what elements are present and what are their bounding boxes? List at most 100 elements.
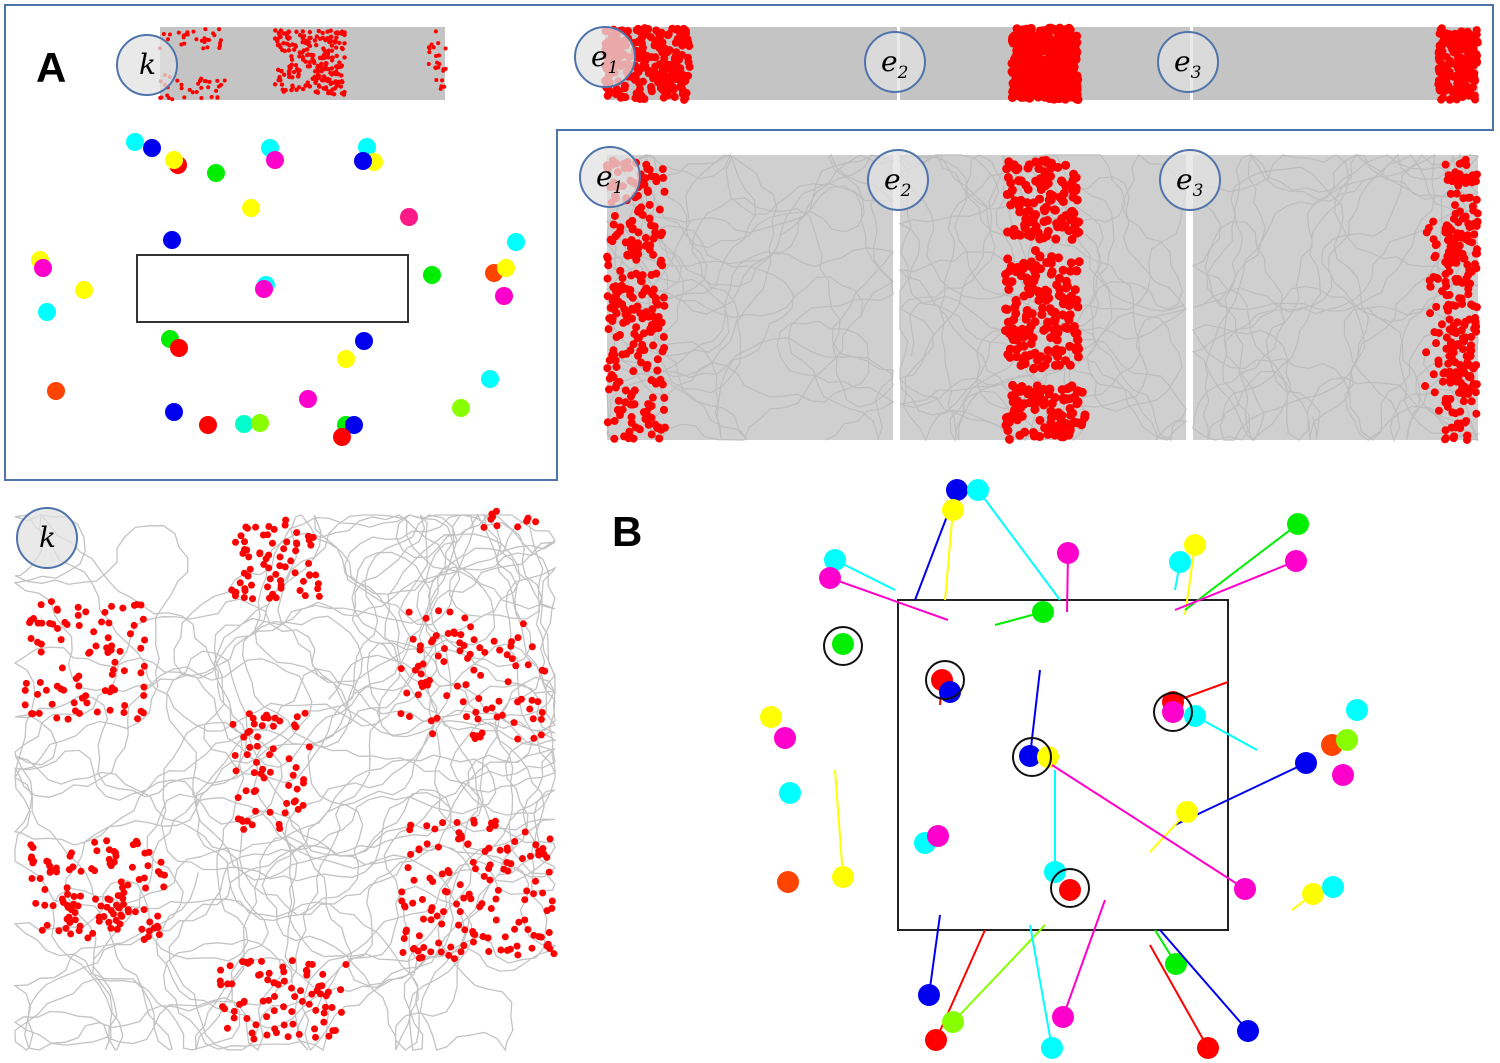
heading-line (1159, 929, 1249, 1032)
spike-dot (1011, 308, 1021, 318)
spike-dot (645, 200, 654, 209)
spike-dot (35, 709, 43, 717)
spike-dot (75, 927, 83, 935)
spike-dot (469, 731, 477, 739)
spike-dot (231, 751, 239, 759)
spike-dot (1029, 274, 1039, 284)
cue-marker (1159, 149, 1221, 211)
spike-dot (625, 219, 634, 228)
spike-dot (1431, 251, 1440, 260)
spike-dot (1451, 201, 1460, 210)
spike-dot (1449, 348, 1458, 357)
spike-dot (329, 43, 335, 48)
spike-dot (301, 57, 306, 62)
spike-dot (492, 916, 500, 924)
spike-dot (280, 545, 288, 553)
spike-dot (1462, 431, 1471, 440)
spike-dot (137, 644, 145, 652)
spike-dot (649, 74, 658, 83)
place-dot (165, 403, 183, 421)
spike-dot (296, 69, 301, 74)
spike-dot (1425, 276, 1434, 285)
spike-dot (329, 72, 335, 77)
spike-dot (36, 874, 44, 882)
spike-dot (104, 634, 112, 642)
heading-line (928, 914, 941, 996)
spike-dot (1050, 307, 1060, 317)
spike-dot (529, 715, 537, 723)
spike-dot (545, 868, 553, 876)
spike-dot (1026, 321, 1036, 331)
spike-dot (337, 40, 342, 46)
spike-dot (684, 71, 693, 80)
spike-dot (291, 569, 299, 577)
spike-dot (69, 863, 77, 871)
spike-dot (70, 900, 78, 908)
place-dot (126, 133, 144, 151)
spike-dot (155, 931, 163, 939)
spike-dot (1012, 345, 1022, 355)
spike-dot (1463, 260, 1472, 269)
spike-dot (312, 1006, 320, 1014)
spike-dot (453, 900, 461, 908)
spike-dot (415, 845, 423, 853)
spike-dot (323, 86, 329, 92)
spike-dot (627, 413, 636, 422)
spike-dot (1046, 69, 1056, 79)
spike-dot (274, 981, 282, 989)
spike-dot (312, 571, 320, 579)
spike-dot (496, 646, 504, 654)
spike-dot (248, 821, 256, 829)
heading-line (1184, 544, 1196, 616)
spike-dot (1061, 181, 1071, 191)
place-dot (1287, 513, 1309, 535)
spike-dot (460, 941, 468, 949)
place-dot (1302, 883, 1324, 905)
spike-dot (400, 935, 408, 943)
spike-dot (332, 86, 338, 91)
spike-dot (618, 274, 627, 283)
spike-dot (470, 819, 478, 827)
spike-dot (1472, 322, 1481, 331)
spike-dot (660, 393, 669, 402)
spike-dot (124, 908, 132, 916)
spike-dot (53, 868, 61, 876)
spike-dot (291, 69, 297, 75)
spike-dot (245, 553, 253, 561)
spike-dot (275, 820, 283, 828)
spike-dot (467, 895, 475, 903)
spike-dot (144, 862, 152, 870)
spike-dot (1446, 95, 1455, 104)
spike-dot (269, 745, 277, 753)
spike-dot (167, 32, 172, 37)
spike-dot (1037, 29, 1047, 39)
spike-dot (1453, 64, 1462, 73)
spike-dot (241, 587, 249, 595)
spike-dot (659, 93, 668, 102)
spike-dot (277, 75, 282, 80)
spike-dot (1037, 310, 1047, 320)
spike-dot (642, 160, 651, 169)
spike-dot (306, 52, 311, 57)
spike-dot (264, 714, 272, 722)
place-dot (1037, 746, 1059, 768)
spike-dot (286, 48, 292, 53)
place-dot (1346, 699, 1368, 721)
spike-dot (1437, 320, 1446, 329)
spike-dot (603, 418, 612, 427)
spike-dot (209, 94, 214, 99)
spike-dot (543, 853, 551, 861)
place-dot (824, 549, 846, 571)
arena-outline (136, 254, 409, 323)
spike-dot (85, 649, 93, 657)
spike-dot (64, 890, 72, 898)
spike-dot (280, 47, 285, 53)
spike-dot (1465, 91, 1474, 100)
spike-dot (1447, 423, 1456, 432)
spike-dot (1472, 51, 1481, 60)
spike-dot (301, 592, 309, 600)
place-dot (299, 390, 317, 408)
spike-dot (632, 26, 641, 35)
spike-dot (240, 733, 248, 741)
spike-dot (1003, 349, 1013, 359)
